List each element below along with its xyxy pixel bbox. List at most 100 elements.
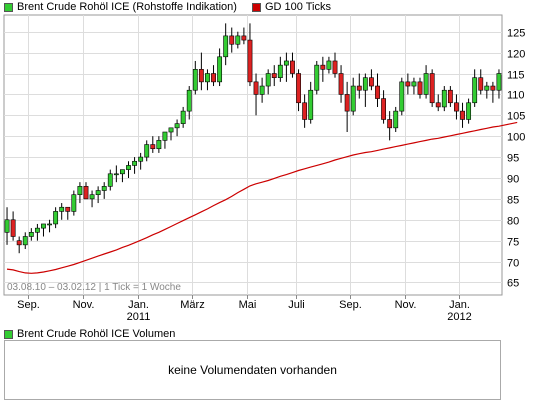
candle-down — [83, 182, 89, 200]
plot-frame — [3, 14, 503, 296]
candle-body — [429, 73, 435, 104]
candle-body — [205, 73, 210, 83]
candle-up — [89, 190, 95, 208]
candle-up — [441, 86, 447, 112]
candle-body — [113, 173, 119, 176]
candle-up — [259, 77, 265, 103]
candle-body — [4, 219, 10, 233]
candle-body — [65, 206, 71, 212]
candle-up — [283, 52, 289, 82]
candle-body — [484, 85, 490, 91]
candle-down — [387, 111, 393, 141]
candle-body — [411, 81, 417, 87]
candle-up — [138, 152, 144, 170]
candle-down — [344, 81, 350, 133]
candle-body — [144, 144, 150, 158]
candle-down — [429, 69, 435, 107]
candle-down — [478, 69, 484, 95]
legend-item-ma: GD 100 Ticks — [251, 1, 331, 13]
candle-body — [460, 110, 465, 120]
candle-body — [211, 73, 216, 83]
candle-up — [308, 81, 314, 124]
legend-item-price: Brent Crude Rohöl ICE (Rohstoffe Indikat… — [4, 1, 237, 13]
x-tick-label: März — [180, 299, 204, 311]
candle-body — [34, 227, 40, 233]
candle-body — [466, 102, 472, 120]
candle-down — [290, 52, 295, 78]
candle-body — [53, 211, 59, 225]
chart-legend: Brent Crude Rohöl ICE (Rohstoffe Indikat… — [4, 1, 343, 15]
y-tick-label: 125 — [507, 28, 525, 40]
y-tick-label: 110 — [507, 90, 525, 102]
candle-body — [192, 69, 198, 91]
volume-legend: Brent Crude Rohöl ICE Volumen — [4, 328, 187, 342]
candle-body — [217, 56, 223, 83]
candle-body — [320, 64, 326, 70]
candle-up — [223, 23, 229, 66]
candle-body — [332, 60, 338, 74]
candle-up — [423, 65, 429, 99]
candle-body — [95, 190, 101, 196]
candle-up — [496, 69, 502, 99]
candle-body — [290, 60, 295, 74]
candle-down — [10, 211, 16, 241]
candle-down — [332, 52, 338, 78]
candle-up — [156, 136, 162, 153]
candle-down — [356, 73, 362, 99]
x-tick-label: Jan. — [128, 299, 149, 311]
candle-up — [265, 69, 271, 95]
candle-body — [265, 73, 271, 87]
candle-up — [168, 127, 174, 141]
x-tick-label: Nov. — [73, 299, 95, 311]
candle-down — [16, 236, 22, 254]
candle-down — [381, 90, 386, 124]
ma100-line — [6, 121, 518, 274]
candle-down — [460, 102, 465, 128]
candle-body — [350, 85, 356, 112]
candle-down — [271, 65, 277, 87]
candle-body — [168, 127, 174, 133]
candle-body — [138, 156, 144, 162]
candle-body — [47, 223, 52, 226]
y-tick-label: 80 — [507, 216, 519, 228]
candle-body — [16, 240, 22, 246]
candle-up — [235, 31, 241, 49]
candle-down — [241, 27, 247, 45]
candle-body — [478, 77, 484, 91]
candle-body — [308, 89, 314, 120]
candle-body — [59, 206, 65, 212]
y-tick-label: 70 — [507, 258, 519, 270]
candle-body — [375, 85, 380, 99]
candle-up — [186, 86, 192, 120]
legend-label-price: Brent Crude Rohöl ICE (Rohstoffe Indikat… — [17, 1, 237, 13]
candle-body — [344, 94, 350, 112]
candle-body — [107, 173, 113, 187]
candle-body — [326, 60, 332, 70]
x-tick-label: Nov. — [395, 299, 417, 311]
candle-up — [174, 119, 180, 137]
legend-swatch-volume — [4, 329, 13, 339]
x-tick-label: Sep. — [339, 299, 362, 311]
candle-body — [28, 232, 34, 237]
y-tick-label: 65 — [507, 278, 519, 290]
candle-body — [253, 81, 259, 95]
candle-body — [283, 60, 289, 66]
x-tick-label: Jan. — [449, 299, 470, 311]
candle-body — [22, 236, 28, 246]
candle-body — [120, 169, 125, 175]
candle-body — [126, 165, 131, 170]
candle-body — [186, 89, 192, 112]
candle-up — [132, 157, 137, 174]
candle-body — [369, 77, 374, 87]
candle-body — [277, 64, 283, 78]
candle-up — [113, 165, 119, 183]
y-tick-label: 105 — [507, 111, 525, 123]
candle-down — [369, 69, 374, 91]
candle-up — [472, 69, 478, 107]
candle-body — [271, 73, 277, 78]
candle-up — [41, 223, 46, 237]
candle-body — [362, 77, 368, 91]
candle-down — [198, 52, 204, 91]
candle-down — [405, 73, 411, 95]
candle-up — [205, 69, 210, 91]
